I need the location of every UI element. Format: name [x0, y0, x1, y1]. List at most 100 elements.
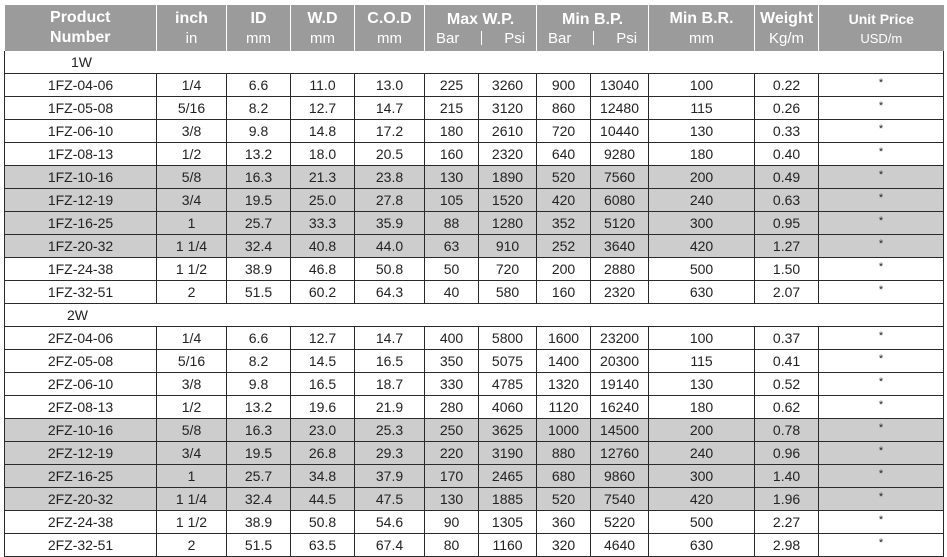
cell-inch: 3/8: [156, 119, 227, 143]
cell-min-br: 130: [648, 372, 756, 396]
cell-min-br: 420: [648, 487, 756, 511]
cell-id: 38.9: [226, 257, 291, 281]
cell-min-br: 115: [648, 349, 756, 373]
cell-cod: 14.7: [354, 326, 425, 350]
cell-weight: 0.78: [754, 418, 820, 442]
cell-inch: 1 1/4: [156, 487, 227, 511]
cell-wd: 26.8: [290, 441, 355, 465]
header-weight-unit: Kg/m: [769, 29, 805, 47]
cell-unit-price: *: [818, 349, 945, 373]
cell-unit-price: *: [818, 395, 945, 419]
header-min-br: Min B.R. mm: [648, 5, 756, 51]
cell-wd: 11.0: [290, 73, 355, 97]
cell-unit-price: *: [818, 487, 945, 511]
cell-product-number: 1FZ-05-08: [4, 96, 157, 120]
cell-cod: 20.5: [354, 142, 425, 166]
cell-inch: 3/4: [156, 188, 227, 212]
cell-inch: 1/4: [156, 73, 227, 97]
cell-min-br: 100: [648, 326, 756, 350]
table-row: 1FZ-10-16 5/8 16.3 21.3 23.8 130 1890 520 7560 20…: [4, 165, 945, 189]
cell-weight: 1.40: [754, 464, 820, 488]
cell-max-wp-bar: 80: [424, 533, 479, 557]
cell-min-bp-psi: 12480: [590, 96, 650, 120]
header-cod-title: C.O.D: [367, 9, 412, 27]
cell-min-bp-psi: 5220: [590, 510, 650, 534]
cell-unit-price: *: [818, 165, 945, 189]
cell-max-wp-bar: 170: [424, 464, 479, 488]
cell-inch: 1 1/2: [156, 510, 227, 534]
cell-id: 25.7: [226, 464, 291, 488]
cell-max-wp-psi: 3260: [478, 73, 538, 97]
cell-min-bp-bar: 1600: [536, 326, 592, 350]
header-price-unit: USD/m: [860, 30, 903, 46]
cell-max-wp-psi: 1305: [478, 510, 538, 534]
cell-inch: 5/16: [156, 349, 227, 373]
cell-product-number: 2FZ-16-25: [4, 464, 157, 488]
table-row: 1FZ-05-08 5/16 8.2 12.7 14.7 215 3120 860 12480 1…: [4, 96, 945, 120]
cell-cod: 18.7: [354, 372, 425, 396]
header-wd: W.D mm: [290, 5, 355, 51]
cell-min-br: 630: [648, 533, 756, 557]
cell-max-wp-bar: 400: [424, 326, 479, 350]
table-row: 2FZ-08-13 1/2 13.2 19.6 21.9 280 4060 1120 16240…: [4, 395, 945, 419]
cell-min-bp-bar: 680: [536, 464, 592, 488]
cell-unit-price: *: [818, 188, 945, 212]
cell-max-wp-psi: 3625: [478, 418, 538, 442]
cell-min-bp-bar: 352: [536, 211, 592, 235]
cell-id: 6.6: [226, 73, 291, 97]
cell-min-br: 180: [648, 395, 756, 419]
cell-weight: 0.63: [754, 188, 820, 212]
group-row: 1W: [3, 51, 945, 74]
cell-min-bp-psi: 7560: [590, 165, 650, 189]
header-min-bp-psi: Psi: [616, 29, 638, 47]
cell-id: 32.4: [226, 234, 291, 258]
cell-product-number: 2FZ-04-06: [4, 326, 157, 350]
cell-wd: 50.8: [290, 510, 355, 534]
cell-product-number: 1FZ-16-25: [4, 211, 157, 235]
cell-min-bp-psi: 19140: [590, 372, 650, 396]
cell-min-bp-psi: 3640: [590, 234, 650, 258]
cell-id: 19.5: [226, 441, 291, 465]
table-row: 1FZ-24-38 1 1/2 38.9 46.8 50.8 50 720 200 2880 50…: [4, 257, 945, 281]
cell-min-bp-bar: 860: [536, 96, 592, 120]
cell-product-number: 1FZ-10-16: [4, 165, 157, 189]
header-max-wp-bar: Bar: [435, 29, 460, 47]
cell-product-number: 2FZ-08-13: [4, 395, 157, 419]
cell-max-wp-bar: 330: [424, 372, 479, 396]
cell-product-number: 2FZ-05-08: [4, 349, 157, 373]
cell-unit-price: *: [818, 257, 945, 281]
cell-min-bp-bar: 880: [536, 441, 592, 465]
cell-min-bp-bar: 252: [536, 234, 592, 258]
cell-id: 8.2: [226, 96, 291, 120]
cell-unit-price: *: [818, 418, 945, 442]
table-row: 1FZ-06-10 3/8 9.8 14.8 17.2 180 2610 720 10440 13…: [4, 119, 945, 143]
cell-wd: 25.0: [290, 188, 355, 212]
cell-max-wp-bar: 350: [424, 349, 479, 373]
cell-cod: 27.8: [354, 188, 425, 212]
cell-wd: 12.7: [290, 326, 355, 350]
cell-weight: 0.95: [754, 211, 820, 235]
cell-min-bp-bar: 1320: [536, 372, 592, 396]
cell-max-wp-bar: 220: [424, 441, 479, 465]
cell-max-wp-psi: 5075: [478, 349, 538, 373]
cell-wd: 46.8: [290, 257, 355, 281]
cell-max-wp-psi: 5800: [478, 326, 538, 350]
cell-max-wp-bar: 250: [424, 418, 479, 442]
cell-min-br: 100: [648, 73, 756, 97]
cell-max-wp-psi: 1890: [478, 165, 538, 189]
cell-max-wp-psi: 1885: [478, 487, 538, 511]
cell-weight: 0.49: [754, 165, 820, 189]
cell-min-bp-psi: 4640: [590, 533, 650, 557]
cell-cod: 67.4: [354, 533, 425, 557]
cell-min-br: 200: [648, 418, 756, 442]
cell-min-bp-bar: 520: [536, 165, 592, 189]
table-row: 2FZ-05-08 5/16 8.2 14.5 16.5 350 5075 1400 20300…: [4, 349, 945, 373]
header-weight: Weight Kg/m: [754, 5, 820, 51]
cell-weight: 1.27: [754, 234, 820, 258]
cell-product-number: 2FZ-20-32: [4, 487, 157, 511]
cell-min-bp-psi: 7540: [590, 487, 650, 511]
cell-cod: 35.9: [354, 211, 425, 235]
cell-unit-price: *: [818, 142, 945, 166]
cell-weight: 0.52: [754, 372, 820, 396]
cell-unit-price: *: [818, 211, 945, 235]
